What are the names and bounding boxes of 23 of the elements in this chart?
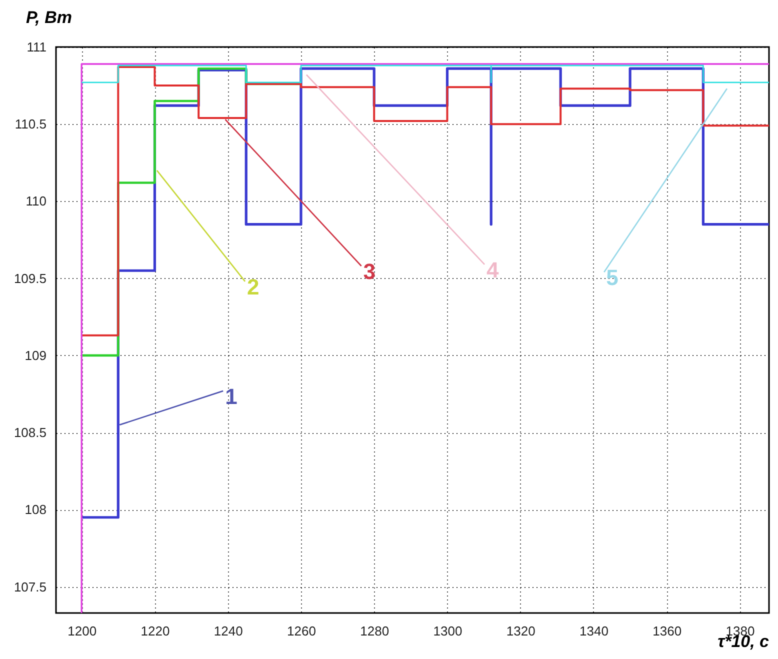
y-tick-label: 109.5 <box>14 270 46 286</box>
y-tick-label: 108 <box>24 502 46 518</box>
x-tick-label: 1260 <box>287 624 316 638</box>
series-label: 5 <box>606 265 618 290</box>
series-label: 4 <box>486 257 500 282</box>
x-tick-label: 1340 <box>580 624 608 638</box>
x-tick-label: 1320 <box>506 624 536 638</box>
y-tick-label: 111 <box>26 40 46 54</box>
series-label: 1 <box>225 384 238 409</box>
x-tick-label: 1240 <box>214 624 243 638</box>
x-tick-label: 1300 <box>433 624 462 638</box>
y-tick-label: 110 <box>26 194 46 209</box>
x-tick-label: 1360 <box>652 624 682 638</box>
y-tick-label: 110.5 <box>14 116 46 132</box>
x-tick-label: 1200 <box>68 624 97 638</box>
y-tick-label: 108.5 <box>14 425 46 440</box>
x-tick-label: 1220 <box>140 624 170 638</box>
x-tick-label: 1280 <box>360 624 390 638</box>
y-axis-title: P, Вт <box>26 8 72 27</box>
series-label: 3 <box>363 258 376 284</box>
series-label: 2 <box>247 274 260 300</box>
y-tick-label: 107.5 <box>14 579 46 594</box>
y-tick-label: 109 <box>24 348 46 363</box>
